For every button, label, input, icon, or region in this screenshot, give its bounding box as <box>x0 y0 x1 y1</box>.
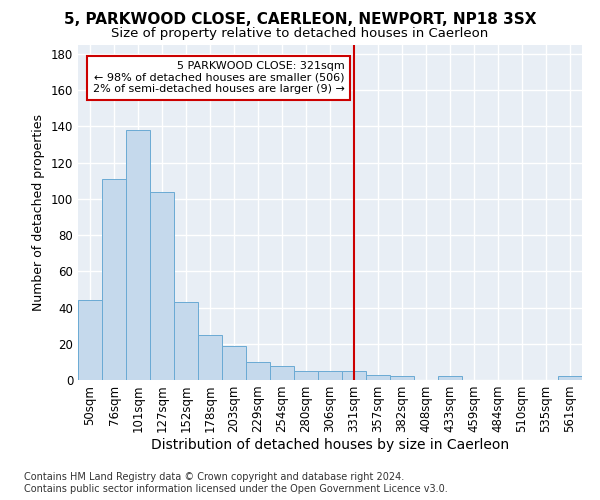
Text: 5 PARKWOOD CLOSE: 321sqm
← 98% of detached houses are smaller (506)
2% of semi-d: 5 PARKWOOD CLOSE: 321sqm ← 98% of detach… <box>92 62 344 94</box>
Bar <box>558 376 582 380</box>
Bar <box>198 334 222 380</box>
Bar <box>222 346 246 380</box>
Bar <box>366 374 390 380</box>
Bar <box>318 371 342 380</box>
Bar <box>438 376 462 380</box>
Bar <box>342 371 366 380</box>
Bar <box>150 192 174 380</box>
Bar <box>102 179 126 380</box>
Bar <box>126 130 150 380</box>
Bar <box>78 300 102 380</box>
X-axis label: Distribution of detached houses by size in Caerleon: Distribution of detached houses by size … <box>151 438 509 452</box>
Bar <box>174 302 198 380</box>
Bar <box>246 362 270 380</box>
Y-axis label: Number of detached properties: Number of detached properties <box>32 114 45 311</box>
Bar <box>390 376 414 380</box>
Bar <box>270 366 294 380</box>
Text: Size of property relative to detached houses in Caerleon: Size of property relative to detached ho… <box>112 28 488 40</box>
Bar <box>294 371 318 380</box>
Text: 5, PARKWOOD CLOSE, CAERLEON, NEWPORT, NP18 3SX: 5, PARKWOOD CLOSE, CAERLEON, NEWPORT, NP… <box>64 12 536 28</box>
Text: Contains HM Land Registry data © Crown copyright and database right 2024.
Contai: Contains HM Land Registry data © Crown c… <box>24 472 448 494</box>
